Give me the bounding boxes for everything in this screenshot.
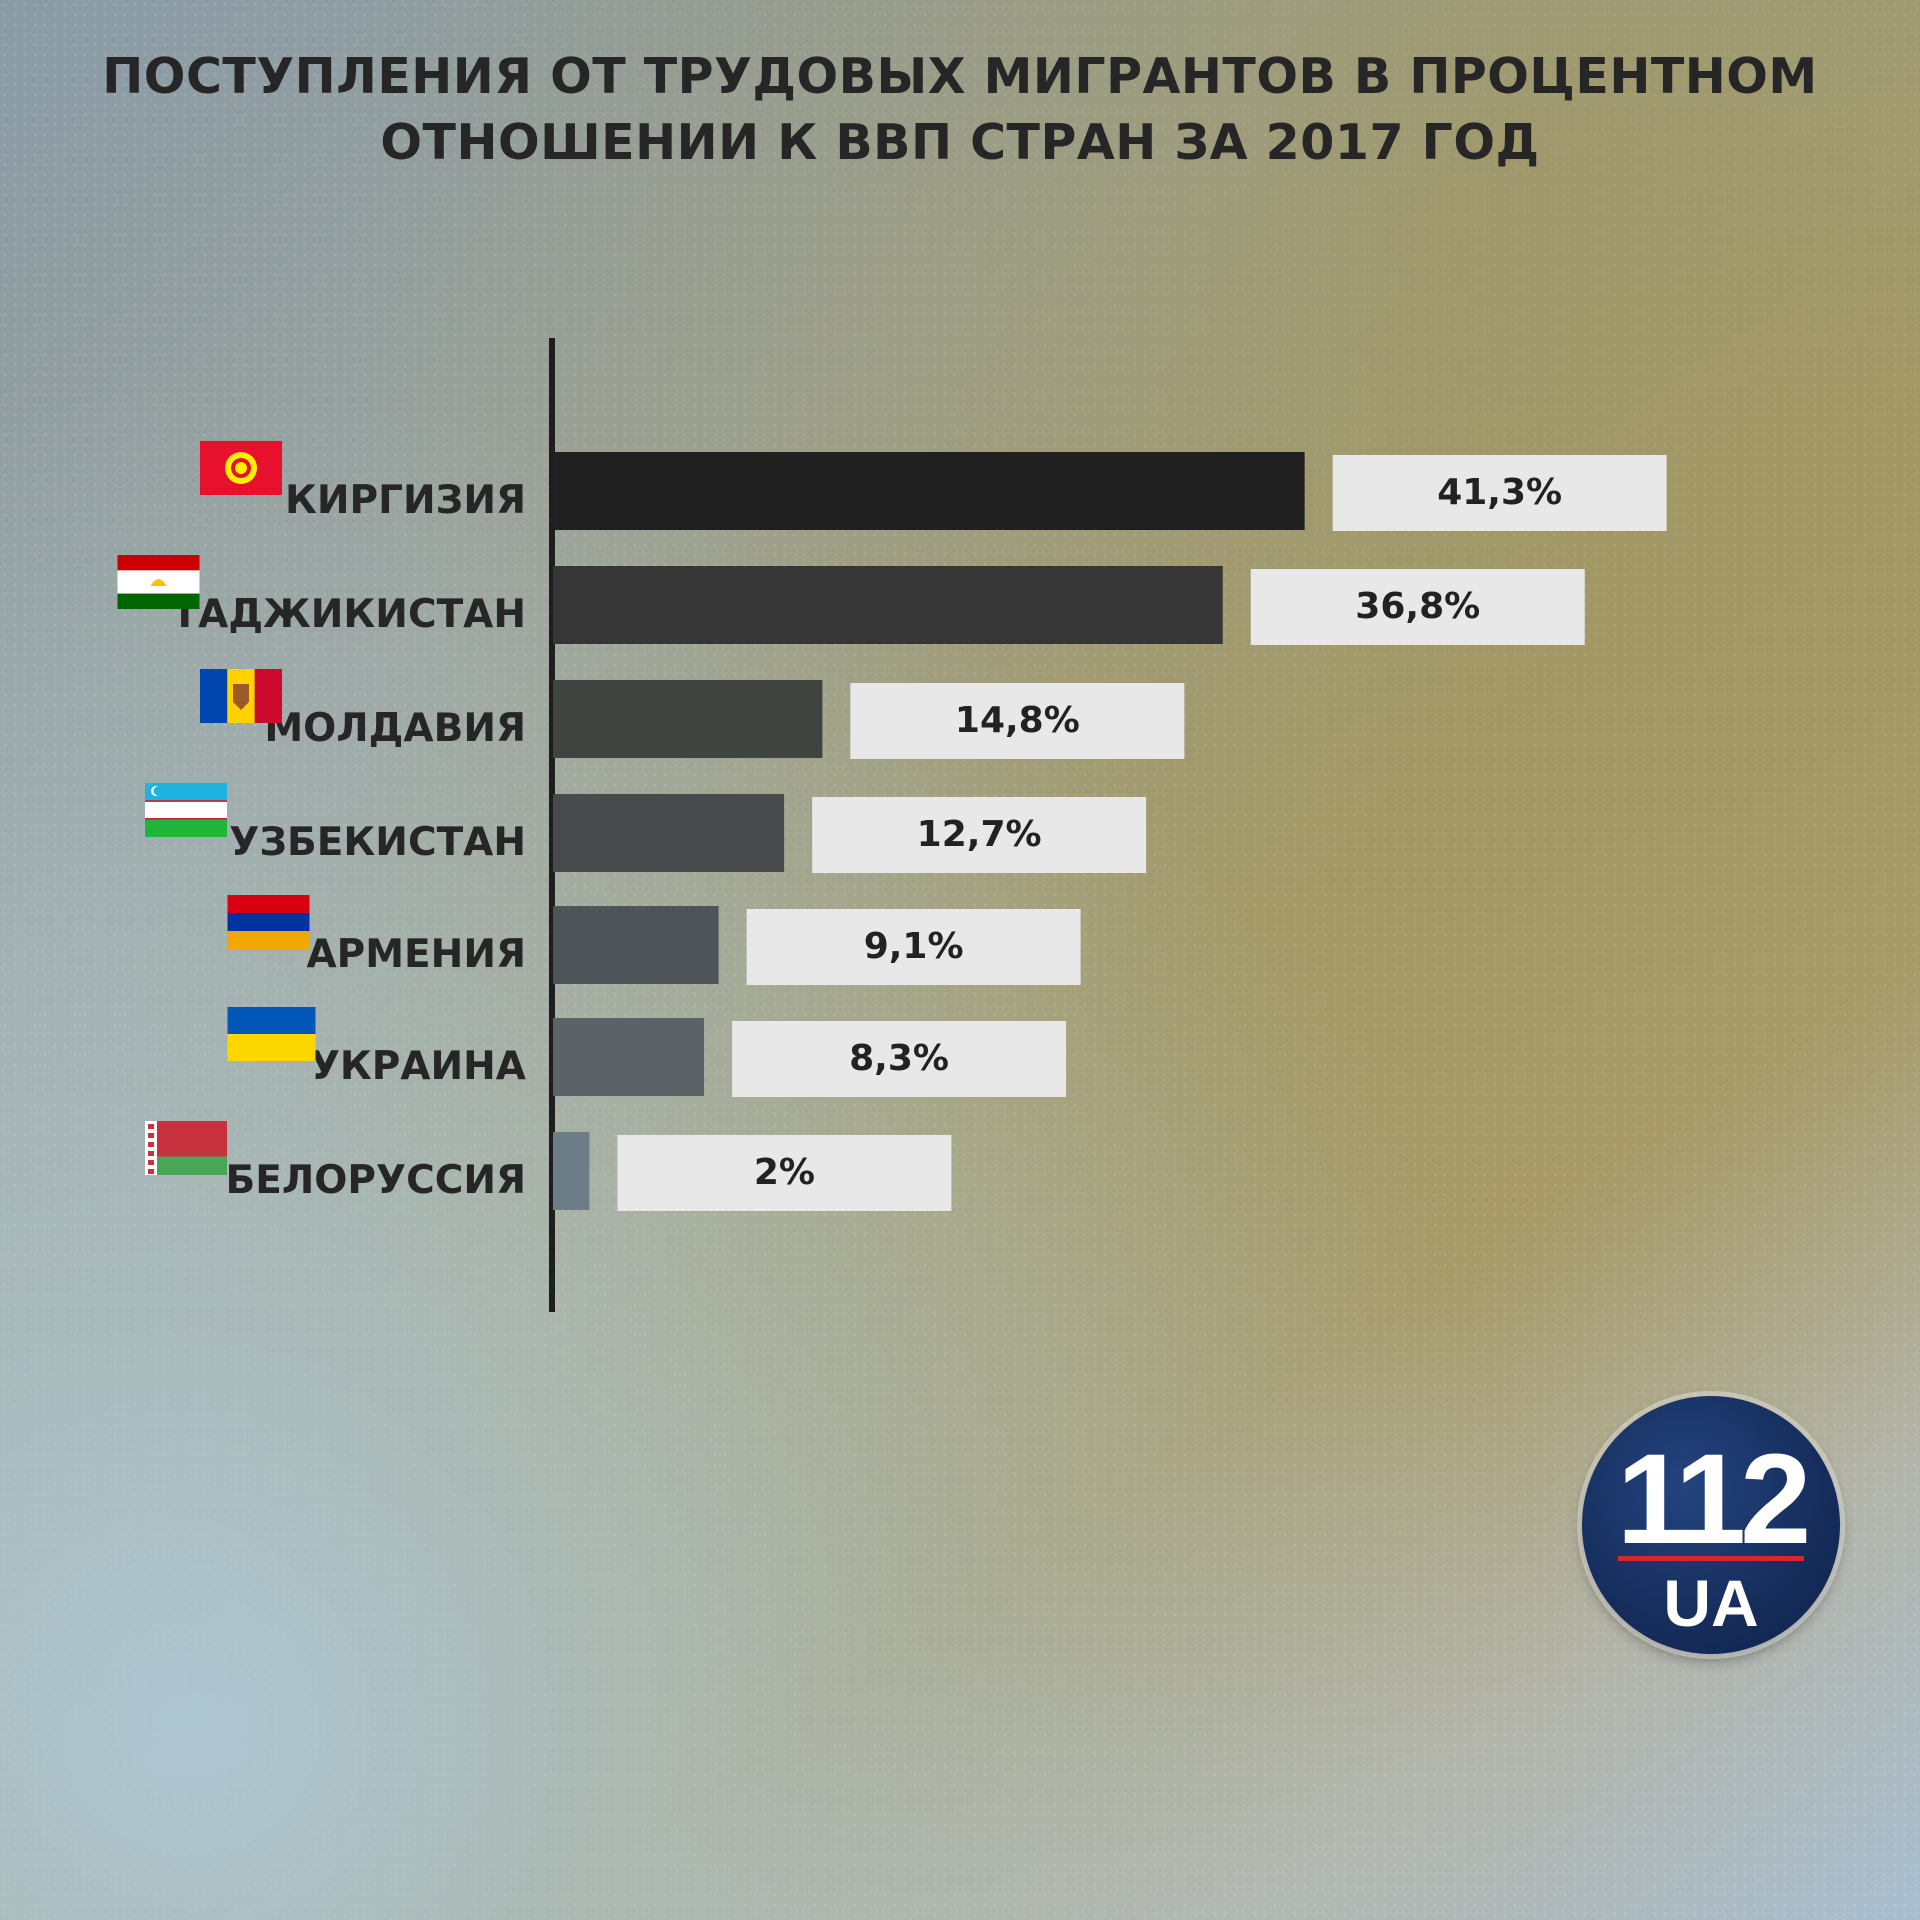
bar-2	[553, 566, 1223, 644]
bar-3	[553, 680, 823, 758]
value-label-box-6	[732, 1021, 1067, 1097]
value-label-3: 14,8%	[955, 700, 1080, 741]
uzbekistan-flag-icon	[145, 783, 227, 837]
tajikistan-flag-icon	[117, 555, 200, 609]
category-label-5: АРМЕНИЯ	[306, 932, 526, 977]
value-label-box-2	[1250, 569, 1585, 645]
category-label-1: КИРГИЗИЯ	[285, 478, 526, 523]
value-label-2: 36,8%	[1355, 586, 1480, 627]
chart-title: ПОСТУПЛЕНИЯ ОТ ТРУДОВЫХ МИГРАНТОВ В ПРОЦ…	[0, 44, 1920, 176]
kyrgyzstan-flag-icon	[200, 441, 282, 495]
value-label-box-5	[746, 909, 1081, 985]
category-label-7: БЕЛОРУССИЯ	[226, 1158, 526, 1203]
value-label-box-3	[850, 683, 1185, 759]
chart-title-line-1: ПОСТУПЛЕНИЯ ОТ ТРУДОВЫХ МИГРАНТОВ В ПРОЦ…	[102, 48, 1818, 105]
value-label-box-1	[1332, 455, 1667, 531]
logo-number: 112	[1616, 1428, 1812, 1571]
category-label-2: ТАДЖИКИСТАН	[172, 592, 526, 637]
armenia-flag-icon	[227, 895, 310, 949]
ukraine-flag-icon	[227, 1007, 316, 1061]
value-label-box-7	[617, 1135, 952, 1211]
category-label-4: УЗБЕКИСТАН	[229, 820, 526, 865]
value-label-1: 41,3%	[1437, 472, 1562, 513]
belarus-flag-icon	[145, 1121, 227, 1175]
category-label-6: УКРАИНА	[310, 1044, 526, 1089]
category-label-3: МОЛДАВИЯ	[264, 706, 526, 751]
bar-6	[553, 1018, 705, 1096]
bar-5	[553, 906, 719, 984]
logo-stripe	[1618, 1556, 1804, 1561]
chart-title-line-2: ОТНОШЕНИИ К ВВП СТРАН ЗА 2017 ГОД	[380, 114, 1540, 171]
logo-text: UA	[1663, 1566, 1759, 1640]
bar-4	[553, 794, 785, 872]
bar-7	[553, 1132, 590, 1210]
value-label-4: 12,7%	[917, 814, 1042, 855]
value-label-box-4	[812, 797, 1147, 873]
value-label-6: 8,3%	[849, 1038, 949, 1079]
bar-1	[553, 452, 1305, 530]
value-label-7: 2%	[754, 1152, 815, 1193]
value-label-5: 9,1%	[864, 926, 964, 967]
moldova-flag-icon	[200, 669, 282, 723]
channel-logo: 112 UA	[1582, 1396, 1840, 1654]
